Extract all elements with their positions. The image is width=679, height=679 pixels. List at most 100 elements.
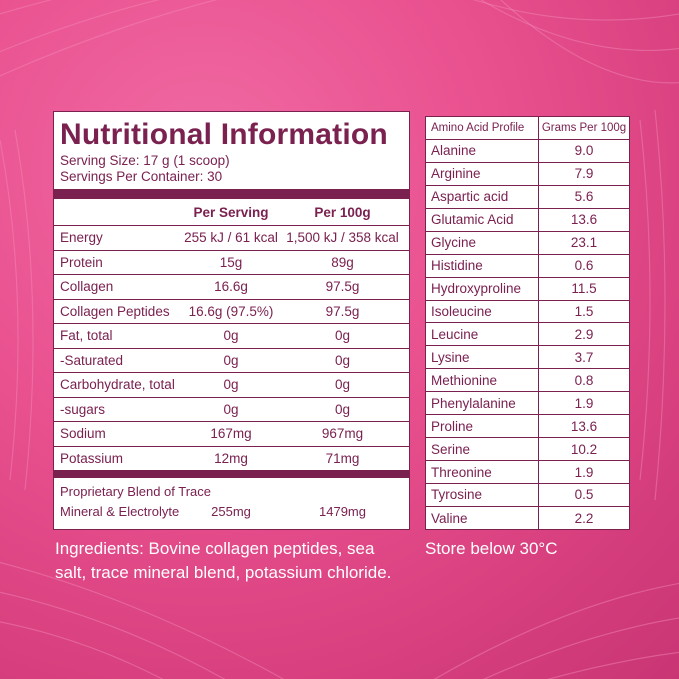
per-100g-value: 0g — [334, 352, 351, 368]
divider-thick — [54, 470, 409, 478]
amino-row: Valine 2.2 — [426, 506, 629, 530]
amino-name: Phenylalanine — [426, 392, 539, 415]
amino-value: 23.1 — [570, 235, 598, 251]
amino-value: 1.5 — [574, 303, 594, 319]
amino-name: Glutamic Acid — [426, 208, 539, 231]
nutrition-panel: Nutritional Information Serving Size: 17… — [53, 111, 410, 530]
amino-name: Hydroxyproline — [426, 277, 539, 300]
amino-value: 0.5 — [574, 487, 594, 503]
amino-name: Leucine — [426, 323, 539, 346]
amino-name: Threonine — [426, 461, 539, 483]
nutrition-title: Nutritional Information — [60, 118, 388, 151]
amino-header-row: Amino Acid Profile Grams Per 100g — [426, 117, 629, 140]
nutrient-name: Potassium — [60, 450, 124, 466]
nutrient-name: Carbohydrate, total — [60, 377, 175, 393]
nutrition-row: Protein 15g 89g — [54, 251, 409, 275]
amino-name: Tyrosine — [426, 484, 539, 506]
nutrient-name: Protein — [60, 254, 103, 270]
per-serving-value: 0g — [223, 328, 239, 344]
amino-header-value: Grams Per 100g — [541, 121, 627, 134]
amino-value: 13.6 — [570, 212, 598, 228]
per-serving-value: 167mg — [210, 426, 252, 442]
per-100g-value: 97.5g — [325, 279, 360, 295]
per-100g-value: 89g — [331, 254, 354, 270]
amino-row: Arginine 7.9 — [426, 162, 629, 186]
amino-row: Glycine 23.1 — [426, 231, 629, 255]
amino-value: 0.6 — [574, 258, 594, 274]
amino-name: Glycine — [426, 231, 539, 254]
nutrient-name: -sugars — [60, 401, 106, 417]
amino-name: Alanine — [426, 139, 539, 162]
ingredients-text: Ingredients: Bovine collagen peptides, s… — [55, 539, 392, 582]
amino-name: Isoleucine — [426, 300, 539, 323]
amino-row: Methionine 0.8 — [426, 369, 629, 393]
amino-row: Isoleucine 1.5 — [426, 300, 629, 324]
amino-row: Phenylalanine 1.9 — [426, 392, 629, 416]
amino-name: Arginine — [426, 162, 539, 185]
per-100g-value: 97.5g — [325, 303, 360, 319]
per-serving-value: 255 kJ / 61 kcal — [184, 230, 278, 246]
serving-size: Serving Size: 17 g (1 scoop) — [60, 153, 230, 168]
amino-rows: Alanine 9.0 Arginine 7.9 Aspartic acid 5.6 Glu… — [426, 139, 629, 530]
amino-value: 5.6 — [574, 189, 594, 205]
nutrition-row: Collagen Peptides 16.6g (97.5%) 97.5g — [54, 300, 409, 324]
nutrient-name: -Saturated — [60, 352, 124, 368]
nutrition-row: Energy 255 kJ / 61 kcal 1,500 kJ / 358 kca… — [54, 226, 409, 251]
amino-row: Alanine 9.0 — [426, 139, 629, 163]
amino-name: Valine — [426, 506, 539, 530]
nutrient-name: Fat, total — [60, 328, 113, 344]
amino-row: Threonine 1.9 — [426, 461, 629, 484]
storage-text: Store below 30°C — [425, 539, 558, 558]
nutrient-name: Sodium — [60, 426, 106, 442]
per-100g-value: 967mg — [321, 426, 364, 442]
amino-value: 3.7 — [574, 349, 594, 365]
blend-serving: 255mg — [211, 504, 251, 519]
nutrition-row: Fat, total 0g 0g — [54, 324, 409, 349]
nutrition-row: Potassium 12mg 71mg — [54, 447, 409, 471]
nutrition-row: -Saturated 0g 0g — [54, 349, 409, 373]
col-per-serving: Per Serving — [193, 204, 269, 220]
nutrition-row: Sodium 167mg 967mg — [54, 422, 409, 447]
per-100g-value: 71mg — [325, 450, 360, 466]
amino-name: Serine — [426, 438, 539, 461]
amino-value: 1.9 — [574, 395, 594, 411]
amino-name: Aspartic acid — [426, 185, 539, 208]
nutrition-row: Carbohydrate, total 0g 0g — [54, 373, 409, 398]
amino-name: Histidine — [426, 254, 539, 277]
blend-row: Proprietary Blend of Trace Mineral & Ele… — [60, 482, 405, 522]
per-serving-value: 0g — [223, 352, 239, 368]
nutrition-row: -sugars 0g 0g — [54, 398, 409, 422]
per-serving-value: 16.6g (97.5%) — [188, 303, 274, 319]
nutrient-name: Collagen — [60, 279, 114, 295]
per-serving-value: 12mg — [214, 450, 248, 466]
amino-row: Histidine 0.6 — [426, 254, 629, 278]
per-100g-value: 0g — [334, 328, 351, 344]
divider-thick — [54, 189, 409, 199]
servings-per-container: Servings Per Container: 30 — [60, 169, 223, 184]
amino-row: Lysine 3.7 — [426, 346, 629, 370]
amino-value: 11.5 — [571, 281, 597, 297]
per-serving-value: 15g — [219, 254, 243, 270]
amino-value: 10.2 — [570, 441, 598, 457]
amino-value: 7.9 — [574, 166, 594, 182]
amino-header-name: Amino Acid Profile — [426, 117, 539, 139]
amino-value: 9.0 — [574, 143, 594, 159]
amino-value: 2.2 — [574, 510, 594, 526]
amino-name: Methionine — [426, 369, 539, 392]
amino-row: Proline 13.6 — [426, 415, 629, 439]
per-serving-value: 16.6g — [214, 279, 248, 295]
nutrient-name: Collagen Peptides — [60, 303, 170, 319]
amino-row: Hydroxyproline 11.5 — [426, 277, 629, 301]
blend-label-line2: Mineral & Electrolyte — [60, 504, 180, 519]
amino-value: 2.9 — [574, 326, 594, 342]
amino-value: 1.9 — [574, 464, 594, 480]
per-serving-value: 0g — [223, 401, 239, 417]
col-per-100g: Per 100g — [314, 204, 371, 220]
per-100g-value: 0g — [334, 377, 351, 393]
blend-label-line1: Proprietary Blend of Trace — [60, 484, 212, 499]
amino-value: 13.6 — [570, 418, 598, 434]
amino-acid-panel: Amino Acid Profile Grams Per 100g Alanin… — [425, 116, 630, 530]
nutrition-rows: Energy 255 kJ / 61 kcal 1,500 kJ / 358 kca… — [54, 226, 409, 470]
amino-row: Leucine 2.9 — [426, 323, 629, 347]
